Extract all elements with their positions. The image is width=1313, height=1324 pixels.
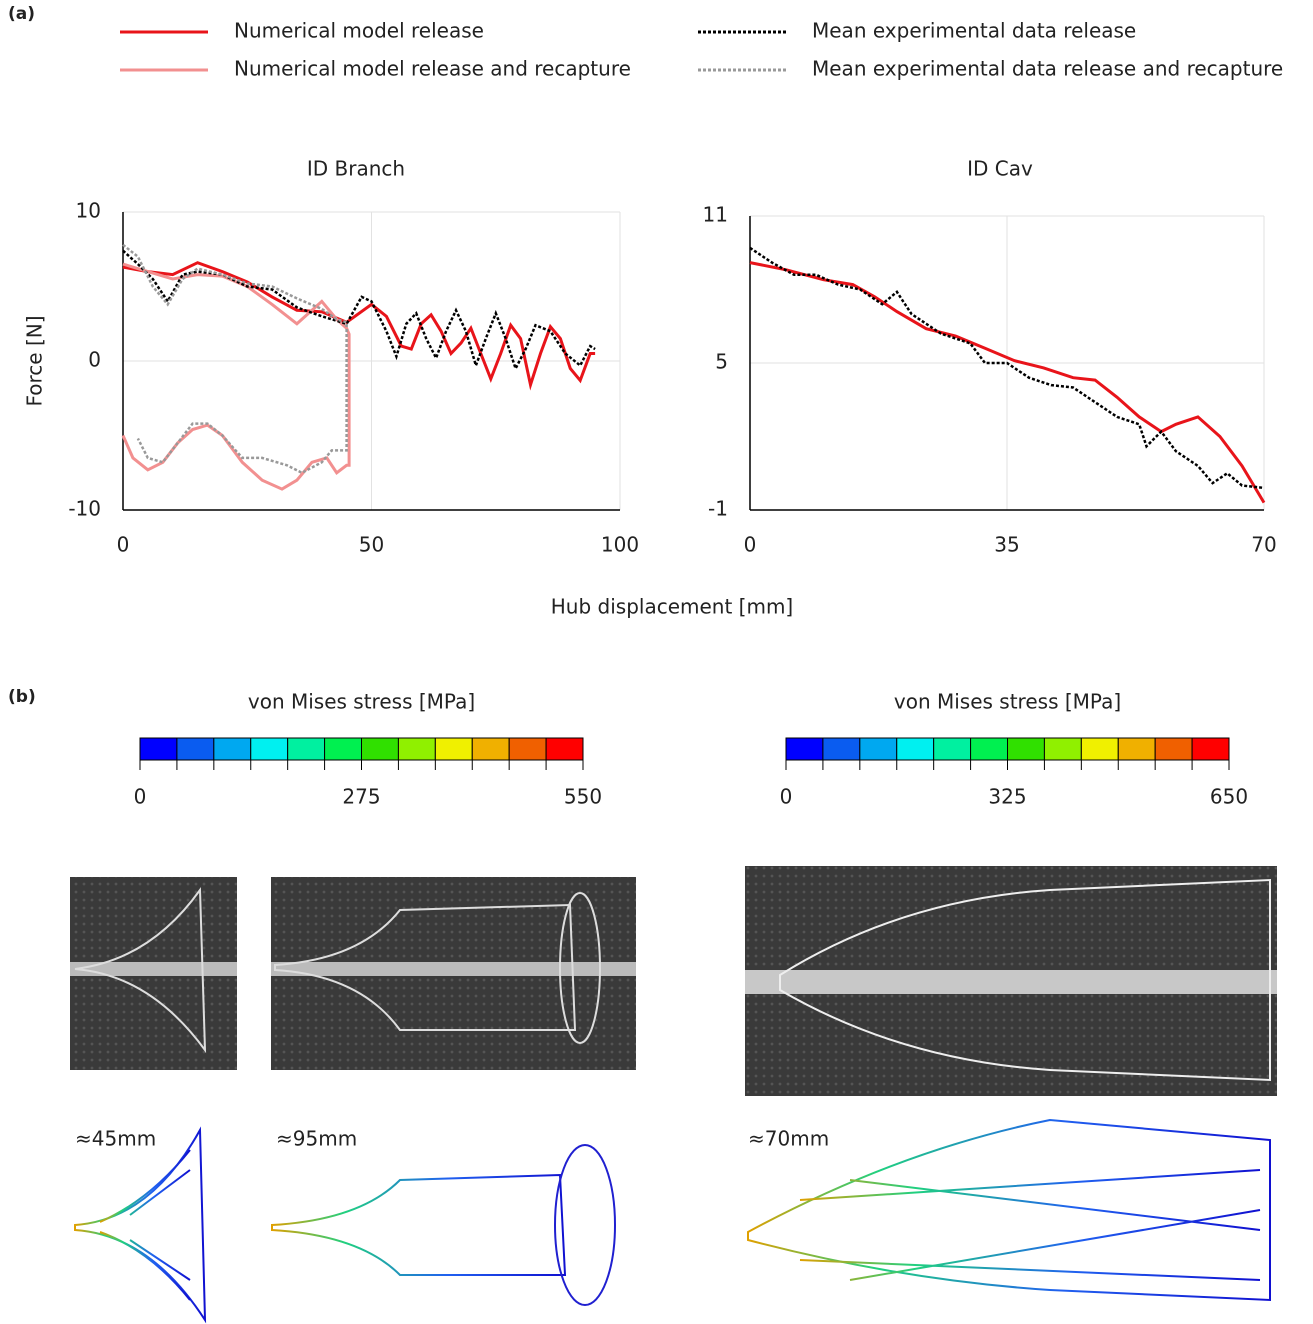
colorbar-tick-label: 275: [342, 785, 380, 809]
color-segment: [213, 737, 252, 761]
colorbar-tick-label: 325: [988, 785, 1026, 809]
colorbar-title: von Mises stress [MPa]: [248, 690, 475, 714]
x-tick-label: 70: [1251, 533, 1276, 557]
color-segment: [1117, 737, 1156, 761]
data-line: [121, 262, 351, 491]
image-label: ≈95mm: [276, 1127, 357, 1151]
color-segment: [287, 737, 326, 761]
legend-label: Mean experimental data release: [812, 19, 1136, 43]
x-tick-label: 0: [744, 533, 757, 557]
color-segment: [471, 737, 510, 761]
color-segment: [785, 737, 824, 761]
y-tick-label: -10: [68, 497, 101, 521]
color-segment: [176, 737, 215, 761]
y-tick-label: 0: [88, 348, 101, 372]
color-segment: [970, 737, 1008, 761]
color-segment: [361, 737, 399, 761]
color-segment: [933, 737, 972, 761]
panel-label: (b): [8, 687, 36, 707]
data-line: [122, 261, 596, 391]
legend-label: Mean experimental data release and recap…: [812, 57, 1283, 81]
x-tick-label: 100: [601, 533, 639, 557]
image-label: ≈45mm: [75, 1127, 156, 1151]
y-tick-label: 11: [703, 203, 728, 227]
colorbar-tick-label: 0: [134, 785, 147, 809]
legend-label: Numerical model release: [234, 19, 484, 43]
color-segment: [1043, 737, 1082, 761]
color-segment: [508, 737, 547, 761]
x-tick-label: 0: [117, 533, 130, 557]
y-tick-label: -1: [708, 497, 728, 521]
colorbar-tick-label: 0: [780, 785, 793, 809]
color-segment: [1007, 737, 1045, 761]
color-segment: [1080, 737, 1119, 761]
data-line: [122, 243, 348, 475]
color-segment: [1191, 737, 1230, 761]
color-segment: [434, 737, 473, 761]
legend-label: Numerical model release and recapture: [234, 57, 631, 81]
color-segment: [1154, 737, 1193, 761]
y-tick-label: 5: [715, 350, 728, 374]
color-segment: [397, 737, 436, 761]
chart-title: ID Cav: [967, 157, 1033, 181]
x-tick-label: 50: [359, 533, 384, 557]
color-segment: [896, 737, 935, 761]
color-segment: [139, 737, 178, 761]
panel-label: (a): [8, 4, 35, 24]
data-line: [749, 246, 1265, 490]
color-segment: [545, 737, 584, 761]
image-label: ≈70mm: [748, 1127, 829, 1151]
y-tick-label: 10: [76, 199, 101, 223]
simulations: [74, 1118, 1271, 1324]
colorbar-tick-label: 650: [1210, 785, 1248, 809]
color-segment: [822, 737, 861, 761]
color-segment: [324, 737, 363, 761]
colorbar-tick-label: 550: [564, 785, 602, 809]
colorbar-title: von Mises stress [MPa]: [894, 690, 1121, 714]
x-axis-label: Hub displacement [mm]: [551, 595, 793, 619]
chart-title: ID Branch: [307, 157, 405, 181]
photos: [70, 866, 1277, 1096]
color-segment: [250, 737, 289, 761]
x-tick-label: 35: [994, 533, 1019, 557]
color-segment: [859, 737, 898, 761]
y-axis-label: Force [N]: [23, 315, 47, 406]
